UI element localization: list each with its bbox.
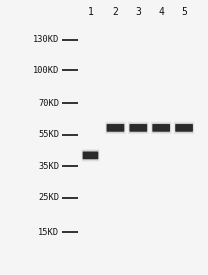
Text: 35KD: 35KD: [38, 162, 59, 171]
FancyBboxPatch shape: [128, 122, 149, 134]
FancyBboxPatch shape: [107, 124, 124, 132]
Text: 4: 4: [158, 7, 164, 17]
FancyBboxPatch shape: [175, 124, 193, 132]
Text: 15KD: 15KD: [38, 228, 59, 237]
Text: 70KD: 70KD: [38, 99, 59, 108]
Text: 3: 3: [135, 7, 141, 17]
FancyBboxPatch shape: [174, 122, 194, 134]
FancyBboxPatch shape: [130, 124, 147, 132]
FancyBboxPatch shape: [82, 149, 99, 161]
FancyBboxPatch shape: [105, 122, 126, 134]
Text: 5: 5: [181, 7, 187, 17]
Text: 55KD: 55KD: [38, 130, 59, 139]
FancyBboxPatch shape: [82, 150, 99, 160]
Text: 130KD: 130KD: [33, 35, 59, 44]
FancyBboxPatch shape: [152, 124, 170, 132]
Text: 25KD: 25KD: [38, 194, 59, 202]
Text: 100KD: 100KD: [33, 66, 59, 75]
FancyBboxPatch shape: [106, 123, 125, 133]
Text: 1: 1: [88, 7, 93, 17]
Text: 2: 2: [113, 7, 118, 17]
FancyBboxPatch shape: [151, 122, 171, 134]
FancyBboxPatch shape: [83, 152, 98, 159]
FancyBboxPatch shape: [129, 123, 148, 133]
FancyBboxPatch shape: [175, 123, 193, 133]
FancyBboxPatch shape: [152, 123, 171, 133]
